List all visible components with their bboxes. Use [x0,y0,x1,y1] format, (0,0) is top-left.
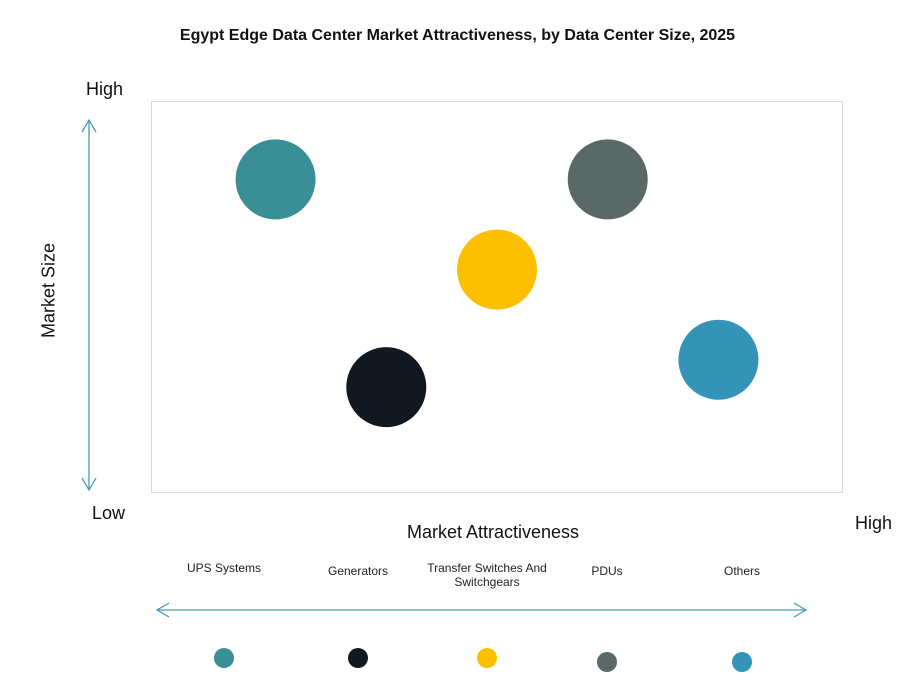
bubble-generators [346,347,427,428]
legend-marker [477,648,497,668]
legend-marker [348,648,368,668]
plot-area [151,101,843,493]
y-arrow-head-bottom [81,477,97,492]
legend-label: Generators [327,564,389,578]
legend-arrow-head-left [155,602,170,618]
bubble-pdus [567,139,648,220]
bubble-transfer-switches-and-switchgears [457,229,537,310]
legend-marker [214,648,234,668]
legend-label: UPS Systems [186,561,261,575]
legend-marker [732,652,752,672]
y-high-label: High [86,79,124,99]
x-high-label: High [855,513,893,533]
bubble-ups-systems [235,139,316,220]
legend-label: PDUs [591,564,623,578]
legend-label: Others [723,564,760,578]
chart-title: Egypt Edge Data Center Market Attractive… [179,27,736,44]
x-axis-label: Market Attractiveness [406,522,580,542]
legend-marker [597,652,617,672]
bubble-others [678,319,759,400]
y-arrow-head-top [81,118,97,133]
legend-arrow-head-right [793,602,808,618]
x-low-label: Low [92,503,126,523]
legend-label: Transfer Switches And Switchgears [427,561,547,589]
